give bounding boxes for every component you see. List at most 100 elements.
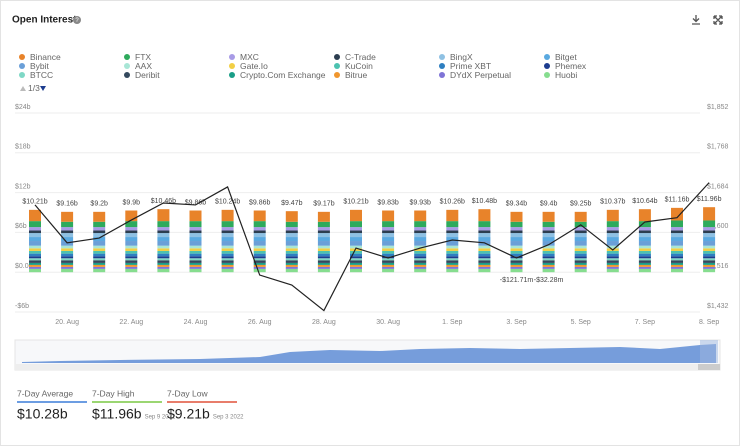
bar-segment: [125, 258, 138, 261]
bar-segment: [574, 250, 587, 254]
bar-segment: [253, 241, 266, 246]
bar-segment: [414, 245, 427, 249]
bar-segment: [414, 250, 427, 254]
bar-segment: [574, 264, 587, 267]
legend-label: Binance: [30, 52, 61, 62]
legend-label: Huobi: [555, 70, 577, 80]
bar-segment: [478, 264, 491, 267]
help-icon[interactable]: ?: [73, 16, 81, 24]
bar-segment: [285, 237, 298, 242]
bar-segment: [703, 227, 716, 231]
legend-swatch: [229, 72, 235, 78]
bar-segment: [317, 230, 330, 234]
bar-segment: [510, 256, 523, 259]
bar-segment: [382, 268, 395, 273]
bar-segment: [189, 266, 202, 269]
bar-segment: [350, 230, 362, 234]
bar-segment: [638, 266, 651, 269]
bar-segment: [606, 256, 619, 259]
scrollbar[interactable]: [15, 364, 720, 370]
bar-segment: [638, 258, 651, 261]
bar-segment: [510, 245, 523, 249]
bar-segment: [671, 227, 683, 231]
bar-segment: [189, 256, 202, 259]
bar-segment: [606, 227, 619, 231]
bar-segment: [671, 220, 683, 228]
bar-segment: [382, 221, 395, 228]
legend-swatch: [439, 63, 445, 69]
bar-segment: [221, 248, 234, 251]
bar-segment: [221, 237, 234, 242]
bar-segment: [285, 245, 298, 249]
bar-segment: [29, 250, 41, 254]
bar-segment: [253, 248, 266, 251]
bar-segment: [125, 262, 138, 265]
bar-segment: [189, 227, 202, 231]
bar-segment: [253, 260, 266, 263]
bar-segment: [671, 233, 683, 238]
bar-segment: [542, 221, 555, 228]
bar-segment: [638, 230, 651, 234]
bar-segment: [93, 250, 106, 254]
bar-segment: [414, 248, 427, 251]
navigator-selection[interactable]: [700, 340, 718, 363]
bar-segment: [285, 253, 298, 257]
bar-segment: [638, 264, 651, 267]
bar-segment: [29, 253, 41, 257]
scrollbar-thumb[interactable]: [698, 364, 720, 370]
bar-segment: [446, 268, 459, 273]
bar-segment: [221, 266, 234, 269]
bar-segment: [671, 245, 683, 249]
total-label: $9.25b: [570, 201, 592, 208]
bar-segment: [542, 256, 555, 259]
bar-segment: [93, 262, 106, 265]
legend-label: C-Trade: [345, 52, 376, 62]
bar-segment: [638, 241, 651, 246]
bar-segment: [574, 237, 587, 242]
bar-segment: [29, 258, 41, 261]
legend-swatch: [334, 63, 340, 69]
bar-segment: [703, 230, 716, 234]
bar-segment: [61, 211, 74, 222]
bar-segment: [253, 210, 266, 222]
download-icon[interactable]: [692, 15, 700, 25]
bar-segment: [446, 233, 459, 238]
bar-segment: [478, 266, 491, 269]
bar-segment: [638, 262, 651, 265]
bar-segment: [29, 230, 41, 234]
bar-segment: [253, 268, 266, 273]
bar-segment: [606, 209, 619, 222]
y-tick-label: $6b: [15, 223, 27, 230]
bar-segment: [382, 250, 395, 254]
bar-segment: [638, 209, 651, 222]
y-tick-label: $24b: [15, 104, 31, 111]
bar-segment: [671, 253, 683, 257]
legend-swatch: [439, 72, 445, 78]
bar-segment: [221, 260, 234, 263]
bar-segment: [606, 258, 619, 261]
bar-segment: [253, 266, 266, 269]
bar-segment: [157, 266, 170, 269]
bar-segment: [157, 248, 170, 251]
legend-swatch: [544, 72, 550, 78]
total-label: $10.64b: [632, 198, 657, 205]
bar-segment: [189, 264, 202, 267]
bar-segment: [478, 245, 491, 249]
bar-segment: [317, 221, 330, 228]
bar-segment: [703, 268, 716, 273]
total-label: $9.17b: [313, 201, 335, 208]
bar-segment: [606, 262, 619, 265]
expand-icon[interactable]: [713, 15, 723, 25]
bar-segment: [542, 245, 555, 249]
bar-segment: [317, 258, 330, 261]
bar-segment: [414, 258, 427, 261]
legend-swatch: [19, 63, 25, 69]
bar-segment: [542, 268, 555, 273]
bar-segment: [671, 230, 683, 234]
bar-segment: [703, 260, 716, 263]
total-label: $9.2b: [90, 201, 108, 208]
bar-segment: [478, 233, 491, 238]
legend-pager[interactable]: [20, 86, 46, 91]
bar-segment: [125, 245, 138, 249]
bar-segment: [542, 262, 555, 265]
